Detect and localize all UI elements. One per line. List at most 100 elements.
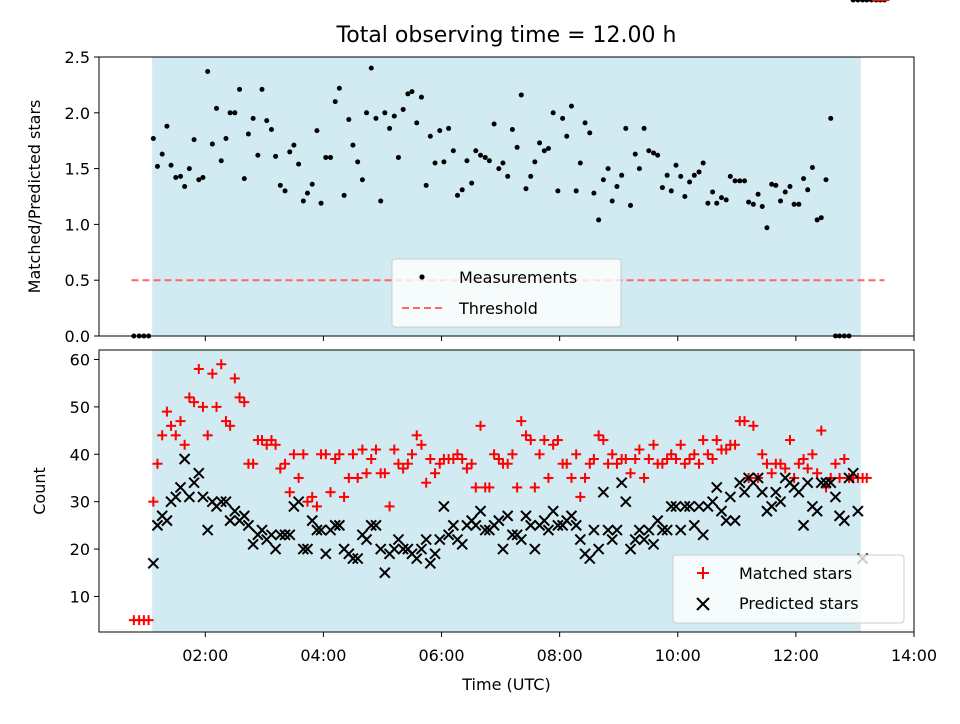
predicted-star-point: [838, 514, 851, 527]
measurement-point: [855, 0, 861, 3]
predicted-star-point: [651, 514, 664, 527]
measurement-point: [273, 153, 279, 159]
predicted-star-point: [643, 524, 655, 536]
matched-star-point: [461, 463, 472, 474]
predicted-star-point: [151, 519, 164, 532]
predicted-star-point: [515, 533, 527, 546]
predicted-star-point: [442, 529, 455, 541]
predicted-star-point: [311, 524, 323, 536]
predicted-star-point: [793, 486, 805, 498]
predicted-star-point: [238, 510, 250, 522]
measurement-point: [332, 99, 338, 105]
predicted-star-point: [811, 505, 823, 517]
measurement-point: [282, 188, 288, 194]
measurement-point: [368, 65, 374, 71]
matched-star-point: [839, 454, 850, 465]
predicted-star-point: [675, 524, 687, 536]
predicted-star-point: [279, 529, 291, 541]
predicted-star-point: [347, 552, 359, 565]
matched-star-point: [234, 392, 245, 403]
predicted-star-point: [388, 543, 400, 555]
matched-star-point: [457, 454, 468, 465]
matched-star-point: [407, 449, 418, 460]
measurement-point: [664, 172, 670, 178]
predicted-star-point: [456, 538, 468, 551]
matched-star-point: [184, 392, 195, 403]
measurement-point: [623, 125, 629, 131]
matched-star-point: [502, 458, 513, 469]
matched-star-point: [202, 430, 213, 441]
predicted-star-point: [351, 552, 364, 565]
matched-star-point: [288, 449, 299, 460]
measurement-point: [209, 141, 215, 147]
legend-matched-marker: [697, 567, 709, 579]
measurement-point: [759, 204, 765, 210]
matched-star-point: [575, 491, 586, 502]
measurement-point: [659, 185, 665, 191]
matched-star-point: [143, 615, 154, 626]
predicted-star-point: [265, 529, 278, 541]
measurement-point: [828, 115, 834, 121]
predicted-star-point: [224, 514, 236, 527]
measurement-point: [787, 183, 793, 189]
matched-star-point: [161, 406, 172, 417]
matched-star-point: [730, 439, 741, 450]
predicted-star-point: [852, 505, 864, 517]
measurement-point: [336, 85, 342, 91]
bottom-y-tick-label: 60: [70, 350, 90, 369]
predicted-star-point: [297, 543, 310, 555]
matched-star-point: [603, 458, 614, 469]
top-y-tick-label: 1.0: [65, 215, 90, 234]
matched-star-point: [366, 454, 377, 465]
predicted-star-point: [829, 491, 842, 503]
measurement-point: [223, 135, 229, 141]
matched-star-point: [816, 425, 827, 436]
measurement-point: [560, 115, 566, 121]
matched-star-point: [620, 454, 631, 465]
matched-star-point: [643, 454, 654, 465]
x-tick-label: 14:00: [891, 646, 937, 665]
predicted-star-point: [693, 500, 705, 513]
predicted-star-point: [174, 481, 187, 494]
matched-star-point: [834, 472, 845, 483]
measurement-point: [737, 178, 743, 184]
predicted-stars-series: [147, 0, 872, 579]
top-axes-frame: [98, 56, 915, 337]
matched-star-point: [298, 449, 309, 460]
predicted-star-point: [365, 519, 377, 532]
legend-measurements-marker: [419, 274, 425, 280]
matched-star-point: [639, 472, 650, 483]
x-tick-label: 12:00: [773, 646, 819, 665]
matched-star-point: [543, 472, 554, 483]
top-y-axis-label: Matched/Predicted stars: [25, 100, 44, 294]
measurement-point: [469, 180, 475, 186]
matched-star-point: [357, 444, 368, 455]
matched-star-point: [802, 463, 813, 474]
matched-star-point: [807, 449, 818, 460]
measurement-point: [746, 199, 752, 205]
matched-star-point: [711, 435, 722, 446]
measurement-point: [555, 188, 561, 194]
matched-star-point: [334, 449, 345, 460]
matched-star-point: [793, 458, 804, 469]
predicted-star-point: [670, 500, 682, 513]
predicted-star-point: [329, 519, 341, 532]
predicted-star-point: [411, 552, 423, 565]
predicted-star-point: [624, 543, 637, 555]
measurement-point: [773, 182, 779, 188]
measurement-point: [300, 198, 306, 204]
measurement-point: [778, 198, 784, 204]
measurement-point: [441, 159, 447, 165]
matched-star-point: [157, 430, 168, 441]
predicted-star-point: [774, 495, 787, 508]
predicted-star-point: [188, 476, 200, 489]
matched-star-point: [784, 435, 795, 446]
matched-star-point: [347, 449, 358, 460]
measurement-point: [264, 118, 270, 124]
matched-star-point: [798, 454, 809, 465]
matched-star-point: [707, 454, 718, 465]
predicted-star-point: [656, 524, 669, 536]
measurement-point: [764, 225, 770, 231]
measurement-point: [705, 200, 711, 206]
legend-predicted-label: Predicted stars: [739, 594, 859, 613]
